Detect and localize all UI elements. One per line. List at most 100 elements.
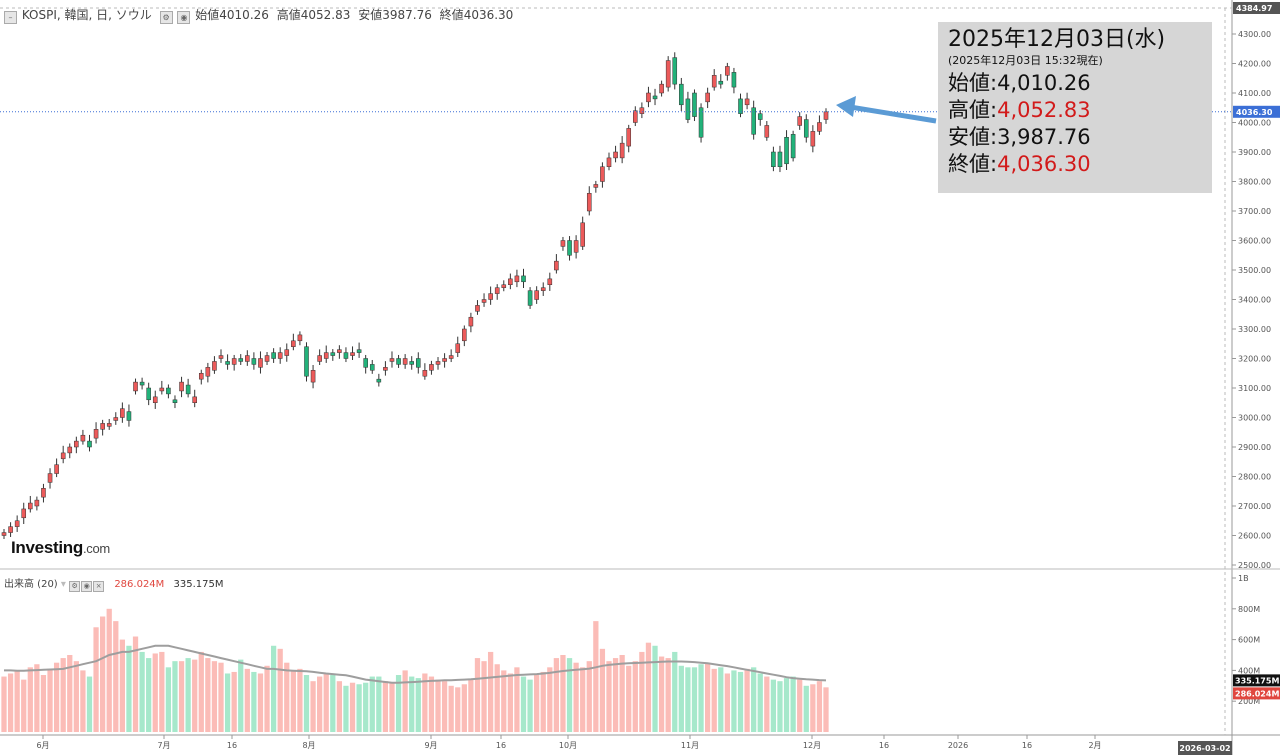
chart-header: – KOSPI, 韓国, 日, ソウル ⚙ ◉ 始値4010.26 高値4052… (4, 6, 517, 24)
volume-bar (100, 616, 106, 732)
volume-bar (73, 661, 79, 732)
volume-bar (21, 679, 27, 732)
volume-bar (323, 673, 329, 732)
candle-body (159, 387, 165, 392)
volume-label[interactable]: 出来高 (20) (4, 579, 58, 590)
close-icon[interactable]: × (93, 581, 105, 592)
candle-body (764, 125, 770, 138)
vol-ma-label-bg (1233, 674, 1280, 687)
candle-body (435, 361, 441, 365)
annotation-arrow-head (836, 96, 856, 117)
volume-ma-value: 335.175M (173, 579, 224, 590)
x-tick-label: 16 (227, 741, 237, 750)
volume-bar (310, 681, 316, 732)
volume-bar (612, 658, 619, 732)
vol-tick-label: 400M (1238, 666, 1260, 675)
volume-bar (468, 679, 474, 732)
volume-bar (211, 661, 218, 732)
candle-body (54, 464, 59, 474)
volume-bar (461, 684, 467, 732)
candle-body (87, 440, 92, 448)
volume-bar (816, 681, 823, 732)
symbol-label[interactable]: KOSPI, 韓国, 日, ソウル (21, 8, 152, 22)
candle-body (238, 358, 244, 362)
candle-body (284, 349, 290, 356)
candle-body (1, 532, 7, 536)
volume-bar (224, 673, 231, 732)
open-label: 始値 (195, 8, 220, 22)
candle-body (376, 378, 382, 383)
volume-bar (764, 676, 770, 732)
last-price-label-bg (1233, 105, 1280, 118)
candle-body (8, 526, 13, 533)
volume-bar (474, 658, 481, 732)
volume-bar (737, 671, 744, 732)
vol-tick-label: 600M (1238, 636, 1260, 645)
visibility-icon[interactable]: ◉ (81, 581, 93, 592)
volume-bar (547, 667, 553, 732)
investing-logo[interactable]: Investing.com (11, 538, 110, 558)
candle-body (402, 358, 408, 365)
candle-body (133, 381, 138, 392)
volume-bar (645, 642, 652, 732)
candle-body (784, 137, 789, 165)
candle-body (67, 446, 73, 454)
candle-body (369, 364, 375, 371)
candle-body (547, 278, 553, 286)
x-tick-label: 12月 (803, 741, 821, 750)
candle-body (731, 72, 737, 88)
volume-bar (520, 676, 527, 732)
y-tick-label: 4200.00 (1238, 60, 1271, 69)
candle-body (790, 134, 796, 159)
volume-bar (422, 673, 428, 732)
candle-body (540, 287, 546, 291)
y-tick-label: 2500.00 (1238, 561, 1271, 570)
last-price-label: 4036.30 (1236, 108, 1273, 117)
x-tick-label: 16 (879, 741, 889, 750)
candle-body (356, 349, 362, 353)
visibility-icon[interactable]: ◉ (177, 11, 191, 24)
settings-icon[interactable]: ⚙ (159, 11, 173, 24)
volume-bar (626, 665, 632, 732)
y-tick-label: 3700.00 (1238, 207, 1271, 216)
volume-bar (277, 648, 283, 732)
volume-value: 286.024M (114, 579, 165, 590)
candle-body (560, 240, 566, 247)
settings-icon[interactable]: ⚙ (69, 581, 81, 592)
candle-body (179, 381, 184, 392)
candle-body (363, 358, 368, 368)
minus-box-icon[interactable]: – (4, 11, 17, 24)
candle-body (817, 122, 822, 132)
candle-body (606, 157, 612, 167)
y-tick-label: 3800.00 (1238, 178, 1271, 187)
volume-bar (672, 651, 678, 732)
candle-body (823, 111, 829, 120)
volume-bar (409, 676, 415, 732)
volume-bar (553, 658, 560, 732)
candle-body (409, 361, 415, 365)
candle-body (146, 387, 151, 401)
volume-bar (126, 645, 132, 732)
volume-bar (803, 685, 809, 732)
x-tick-label: 11月 (681, 741, 699, 750)
candle-body (600, 166, 605, 182)
candle-body (396, 358, 401, 365)
volume-bar (691, 667, 698, 732)
candle-body (231, 358, 237, 365)
candle-body (659, 83, 664, 94)
candle-body (34, 499, 40, 507)
candle-body (166, 387, 171, 395)
candle-body (106, 423, 112, 427)
candle-body (757, 113, 763, 120)
candle-body (139, 381, 145, 386)
ytop-label: 4384.97 (1236, 4, 1272, 13)
candle-body (593, 184, 599, 188)
info-close-value: 4,036.30 (997, 152, 1091, 176)
volume-bar (356, 684, 362, 732)
volume-bar (593, 621, 599, 732)
x-tick-label: 16 (1022, 741, 1032, 750)
candle-body (383, 367, 388, 371)
volume-bar (185, 658, 191, 732)
candle-body (777, 151, 783, 167)
